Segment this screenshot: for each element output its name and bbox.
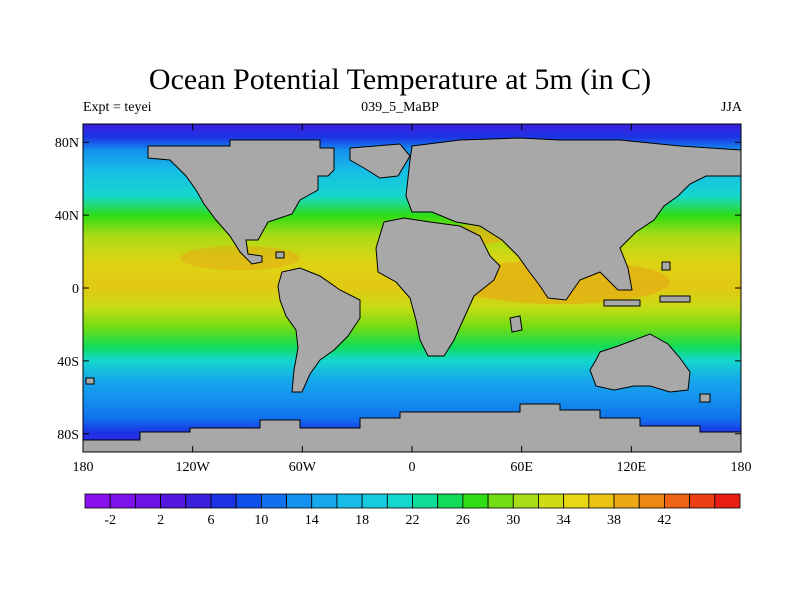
lon-tick-label: 120W	[176, 460, 211, 475]
colorbar-swatch	[84, 493, 111, 509]
lat-tick-label: 40N	[55, 209, 79, 224]
colorbar-swatch	[286, 493, 313, 509]
colorbar-swatch	[210, 493, 237, 509]
colorbar-label: 10	[254, 513, 268, 528]
latitude-axis: 80N 40N 0 40S 80S	[55, 136, 741, 443]
period-label: 039_5_MaBP	[361, 100, 439, 115]
colorbar-swatch	[462, 493, 489, 509]
colorbar-label: 2	[157, 513, 164, 528]
colorbar-swatch	[512, 493, 539, 509]
lon-tick-label: 60W	[289, 460, 317, 475]
colorbar-label: 38	[607, 513, 621, 528]
colorbar-swatch	[664, 493, 691, 509]
lat-tick-label: 40S	[57, 355, 79, 370]
colorbar-swatch	[235, 493, 262, 509]
colorbar-labels: -2 2 6 10 14 18 22 26 30 34 38 42	[104, 513, 671, 528]
lon-tick-label: 120E	[617, 460, 647, 475]
colorbar-swatch	[563, 493, 590, 509]
colorbar-swatch	[109, 493, 136, 509]
colorbar-swatch	[689, 493, 716, 509]
colorbar-label: 42	[657, 513, 671, 528]
colorbar-swatch	[386, 493, 413, 509]
colorbar-swatch	[412, 493, 439, 509]
colorbar	[84, 493, 741, 509]
colorbar-swatch	[336, 493, 363, 509]
lat-tick-label: 80N	[55, 136, 79, 151]
lon-tick-label: 180	[73, 460, 94, 475]
colorbar-swatch	[588, 493, 615, 509]
colorbar-label: 30	[506, 513, 520, 528]
season-label: JJA	[720, 100, 742, 115]
colorbar-swatch	[437, 493, 464, 509]
lat-tick-label: 0	[72, 282, 79, 297]
experiment-label: Expt = teyei	[83, 100, 152, 115]
map-title: Ocean Potential Temperature at 5m (in C)	[148, 63, 652, 96]
lon-tick-label: 180	[731, 460, 752, 475]
longitude-axis: 180 120W 60W 0 60E 120E 180	[73, 124, 752, 475]
colorbar-swatch	[160, 493, 187, 509]
colorbar-label: -2	[104, 513, 116, 528]
colorbar-label: 6	[207, 513, 214, 528]
colorbar-swatch	[361, 493, 388, 509]
colorbar-label: 22	[406, 513, 420, 528]
colorbar-label: 26	[456, 513, 470, 528]
colorbar-swatch	[311, 493, 338, 509]
lon-tick-label: 0	[409, 460, 416, 475]
lon-tick-label: 60E	[510, 460, 533, 475]
colorbar-label: 34	[557, 513, 571, 528]
lat-tick-label: 80S	[57, 428, 79, 443]
colorbar-swatch	[613, 493, 640, 509]
land-masses	[83, 137, 741, 452]
colorbar-swatch	[538, 493, 565, 509]
colorbar-swatch	[260, 493, 287, 509]
colorbar-swatch	[185, 493, 212, 509]
colorbar-swatch	[714, 493, 741, 509]
colorbar-swatch	[134, 493, 161, 509]
colorbar-label: 14	[305, 513, 319, 528]
colorbar-swatch	[638, 493, 665, 509]
colorbar-swatch	[487, 493, 514, 509]
colorbar-label: 18	[355, 513, 369, 528]
